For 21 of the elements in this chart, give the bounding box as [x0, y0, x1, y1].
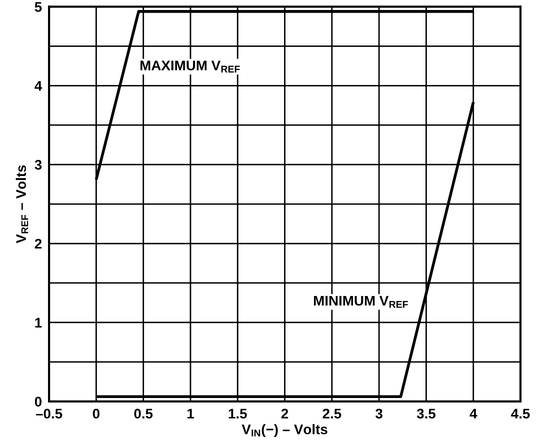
x-tick-label: –0.5 — [36, 408, 62, 419]
x-tick-label: 2.5 — [322, 408, 342, 419]
x-tick-label: 2 — [281, 408, 288, 418]
y-tick-label: 2 — [34, 238, 42, 249]
x-tick-label: 3.5 — [416, 408, 436, 419]
series-label: MAXIMUM V$_{REF}$ — [140, 60, 240, 72]
x-tick-label: 0 — [92, 408, 100, 419]
x-tick-label: 3 — [376, 408, 382, 419]
y-tick-label: 1 — [35, 318, 42, 328]
x-tick-label: 0.5 — [134, 408, 153, 419]
y-tick-label: 3 — [34, 160, 42, 170]
x-axis-title: V$_{IN}$(−) – Volts — [242, 424, 328, 438]
y-tick-label: 4 — [34, 81, 42, 91]
y-tick-label: 5 — [34, 2, 42, 12]
series-label: MINIMUM V$_{REF}$ — [314, 296, 408, 308]
y-axis-title: V$_{REF}$ – Volts — [16, 165, 28, 244]
x-tick-label: 1 — [187, 408, 194, 418]
x-tick-label: 4 — [470, 408, 478, 418]
x-tick-label: 1.5 — [228, 408, 247, 419]
x-tick-label: 4.5 — [511, 408, 530, 419]
y-tick-label: 0 — [34, 396, 42, 407]
